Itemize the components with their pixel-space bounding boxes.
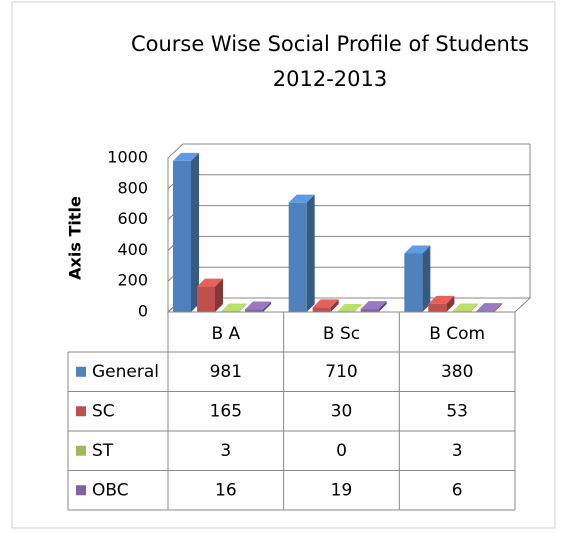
bar-side xyxy=(422,245,431,312)
bar-front xyxy=(404,253,423,312)
bar-front xyxy=(428,303,447,312)
y-tick-label: 1000 xyxy=(107,148,148,167)
table-value: 16 xyxy=(215,480,237,500)
y-tick-label: 800 xyxy=(117,178,148,197)
chart-subtitle: 2012-2013 xyxy=(273,67,387,91)
legend-key xyxy=(76,485,86,496)
bar-top xyxy=(173,152,199,161)
table-value: 19 xyxy=(331,480,353,500)
x-tick-label: B Com xyxy=(429,324,485,344)
legend-label: General xyxy=(92,362,159,382)
bar-side xyxy=(446,295,455,312)
bar-top xyxy=(336,304,363,312)
table-value: 6 xyxy=(452,480,463,500)
bar-side xyxy=(191,152,199,312)
legend-key xyxy=(76,366,86,377)
bar-front xyxy=(173,160,191,312)
bar-top xyxy=(452,303,479,312)
bar xyxy=(197,278,223,312)
bar-side xyxy=(306,194,315,312)
bar-top xyxy=(288,194,315,203)
bar-top xyxy=(428,295,455,304)
bar xyxy=(404,245,431,312)
legend-label: SC xyxy=(92,401,115,421)
table-value: 710 xyxy=(325,362,357,382)
bar-front xyxy=(312,307,331,312)
table-value: 380 xyxy=(441,362,473,382)
bar-side xyxy=(239,303,247,312)
bar-side xyxy=(378,301,387,312)
bar-side xyxy=(263,301,271,312)
bar-front xyxy=(197,286,215,312)
bar xyxy=(360,301,387,312)
bar xyxy=(288,194,315,312)
bar-front xyxy=(288,202,307,312)
bar-top xyxy=(221,303,247,312)
bar-top xyxy=(197,278,223,287)
legend-key xyxy=(76,406,86,417)
legend-key xyxy=(76,445,86,456)
table-value: 165 xyxy=(210,401,242,421)
table-value: 3 xyxy=(220,441,231,461)
legend-label: ST xyxy=(92,441,114,461)
y-tick-label: 400 xyxy=(117,240,148,259)
table-value: 30 xyxy=(331,401,353,421)
legend-label: OBC xyxy=(92,480,129,500)
bar xyxy=(245,301,271,312)
bar-side xyxy=(494,303,503,312)
bar-side xyxy=(470,303,479,312)
bar xyxy=(312,299,339,312)
bar xyxy=(173,152,199,312)
y-tick-label: 600 xyxy=(117,209,148,228)
bar-front xyxy=(245,309,263,312)
y-tick-label: 200 xyxy=(117,271,148,290)
table-value: 0 xyxy=(336,441,347,461)
bar-top xyxy=(404,245,431,254)
chart-title: Course Wise Social Profile of Students xyxy=(131,32,529,56)
grid-line xyxy=(167,143,530,159)
table-value: 3 xyxy=(452,441,463,461)
x-tick-label: B A xyxy=(211,324,240,344)
bar-top xyxy=(245,301,271,310)
x-tick-label: B Sc xyxy=(323,324,360,344)
table-value: 53 xyxy=(446,401,468,421)
bar-top xyxy=(360,301,387,310)
bar-top xyxy=(312,299,339,308)
bar-front xyxy=(360,309,379,312)
table-value: 981 xyxy=(210,362,242,382)
bar-side xyxy=(215,278,223,312)
y-tick-label: 0 xyxy=(138,302,148,321)
bar xyxy=(428,295,455,312)
bar-side xyxy=(330,299,339,312)
bar xyxy=(336,304,363,312)
bar-top xyxy=(476,303,503,312)
y-axis-title: Axis Title xyxy=(66,196,85,280)
